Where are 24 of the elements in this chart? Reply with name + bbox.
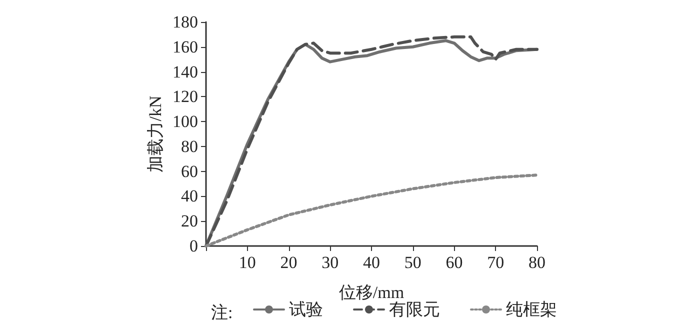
x-tick-label: 70: [487, 253, 504, 272]
x-tick-label: 40: [363, 253, 380, 272]
x-tick-label: 80: [528, 253, 546, 272]
y-tick-label: 0: [190, 236, 198, 256]
y-tick-label: 160: [172, 37, 198, 56]
x-tick-label: 10: [238, 253, 256, 272]
legend-label: 试验: [289, 300, 323, 319]
y-tick-label: 20: [181, 212, 198, 231]
x-tick-label: 50: [404, 253, 422, 272]
x-axis-title: 位移/mm: [338, 283, 404, 302]
legend-label: 有限元: [389, 300, 440, 319]
y-tick-label: 60: [181, 162, 198, 181]
y-tick-label: 140: [172, 62, 198, 82]
y-axis-title: 加载力/kN: [146, 96, 165, 172]
y-tick-label: 120: [172, 87, 198, 106]
x-tick-label: 60: [446, 253, 463, 272]
x-tick-label: 20: [280, 253, 298, 272]
legend-label: 纯框架: [506, 300, 557, 319]
y-tick-label: 80: [181, 136, 198, 156]
x-tick-label: 30: [322, 253, 339, 272]
legend-title: 注:: [211, 303, 233, 322]
y-tick-label: 100: [172, 112, 198, 132]
y-tick-label: 180: [172, 12, 198, 32]
y-tick-label: 40: [181, 186, 198, 206]
